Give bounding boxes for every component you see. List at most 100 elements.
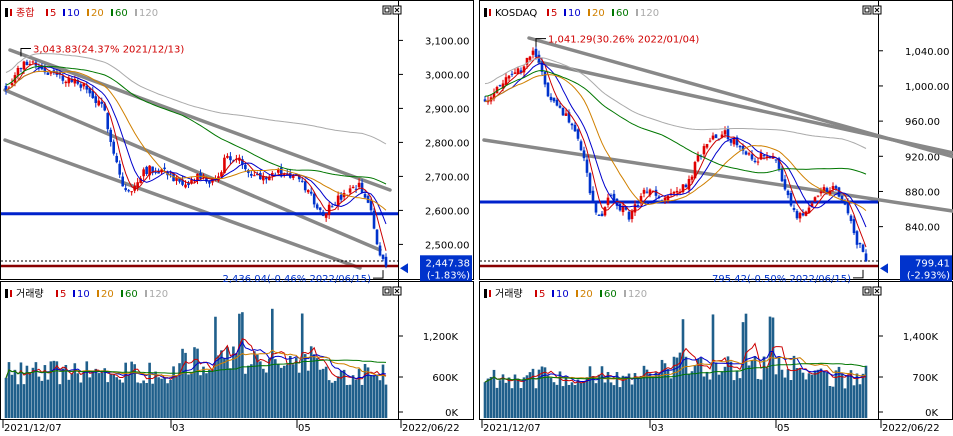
- volume-bar: [798, 368, 802, 418]
- candle: [816, 195, 820, 197]
- candle: [528, 56, 532, 60]
- volume-bar: [528, 372, 532, 418]
- volume-bar: [205, 373, 208, 418]
- close-icon: [394, 288, 400, 294]
- ma5-line: [5, 62, 387, 251]
- last-change: (-1.83%): [427, 270, 470, 281]
- candle: [837, 187, 841, 197]
- candle: [705, 144, 709, 148]
- volume-bar: [774, 374, 778, 418]
- candle: [558, 105, 562, 108]
- legend-marker: [5, 8, 8, 17]
- volume-bar: [31, 367, 35, 418]
- candle: [786, 190, 790, 196]
- candle: [163, 167, 166, 169]
- legend-ma-swatch: [624, 290, 626, 297]
- legend-name: KOSDAQ: [495, 8, 537, 19]
- volume-bar: [229, 368, 232, 418]
- volume-bar: [531, 368, 535, 418]
- candle: [106, 112, 110, 130]
- candle: [82, 83, 86, 87]
- candle: [789, 192, 793, 206]
- candle: [819, 191, 823, 194]
- candle: [28, 63, 32, 65]
- volume-bar: [366, 367, 370, 418]
- volume-bar: [552, 382, 556, 418]
- maximize-button[interactable]: [862, 5, 872, 15]
- ma60-line: [484, 69, 867, 175]
- ma10-line: [484, 63, 867, 228]
- candle: [357, 182, 361, 188]
- candle: [318, 207, 322, 211]
- candle: [825, 188, 829, 194]
- volume-bar: [738, 378, 742, 418]
- volume-bar: [28, 373, 32, 418]
- y-tick-label: 2,900.00: [425, 104, 470, 115]
- volume-bar: [534, 388, 538, 418]
- volume-bar: [241, 312, 244, 418]
- volume-bar: [300, 313, 304, 418]
- legend-ma-label: 20: [91, 8, 104, 19]
- legend-name: 종합: [16, 7, 34, 19]
- volume-bar: [136, 382, 139, 418]
- volume-bar: [217, 355, 220, 418]
- candle: [229, 156, 232, 161]
- vol-tick-label: 1,200K: [423, 332, 459, 343]
- candle: [363, 193, 367, 198]
- volume-bar: [543, 367, 547, 418]
- panel-kosdaq: 1,040.00 1,000.00 960.00 920.00 880.00 840.00…: [479, 0, 953, 434]
- volume-bar: [76, 373, 80, 418]
- legend-marker: [484, 8, 487, 17]
- candle: [681, 184, 685, 193]
- volume-bar: [582, 381, 586, 418]
- volume-bar: [627, 373, 631, 418]
- candle: [768, 157, 772, 159]
- candle: [603, 207, 607, 216]
- volume-bar: [606, 371, 610, 418]
- maximize-button[interactable]: [862, 286, 872, 296]
- candle: [714, 134, 718, 138]
- candle: [555, 99, 559, 106]
- volume-bar: [675, 357, 679, 418]
- candle: [378, 245, 382, 256]
- candle: [70, 78, 74, 82]
- x-tick-label: 2022/06/22: [402, 423, 460, 434]
- volume-bar: [73, 363, 77, 418]
- volume-bar: [549, 377, 553, 418]
- candle: [309, 191, 313, 194]
- legend-ma-swatch: [145, 290, 147, 297]
- volume-bar: [819, 368, 823, 418]
- maximize-button[interactable]: [382, 5, 392, 15]
- candle: [306, 190, 310, 193]
- volume-bar: [220, 350, 223, 418]
- volume-bar: [348, 384, 352, 418]
- maximize-icon: [864, 7, 870, 13]
- candle: [354, 188, 358, 190]
- volume-bar: [561, 386, 565, 418]
- maximize-button[interactable]: [382, 286, 392, 296]
- candle: [561, 107, 565, 116]
- candle: [241, 159, 244, 165]
- candle: [118, 163, 122, 175]
- candle: [492, 93, 496, 99]
- candle: [351, 186, 355, 189]
- candle: [384, 256, 388, 267]
- volume-bar: [288, 355, 292, 418]
- candle: [268, 176, 271, 181]
- volume-bar: [43, 365, 47, 418]
- volume-bar: [130, 361, 133, 418]
- trend-channel-line: [3, 88, 382, 252]
- volume-bar: [771, 317, 775, 418]
- candle: [585, 159, 589, 173]
- candle: [693, 162, 697, 179]
- volume-bar: [211, 369, 214, 418]
- volume-bar: [276, 363, 280, 418]
- volume-bar: [238, 313, 241, 418]
- candle: [73, 78, 77, 84]
- volume-bar: [235, 353, 238, 418]
- candle: [127, 190, 130, 192]
- volume-bar: [333, 380, 337, 418]
- volume-bar: [381, 364, 385, 418]
- legend-ma-label: 5: [60, 289, 66, 300]
- candle: [273, 174, 277, 176]
